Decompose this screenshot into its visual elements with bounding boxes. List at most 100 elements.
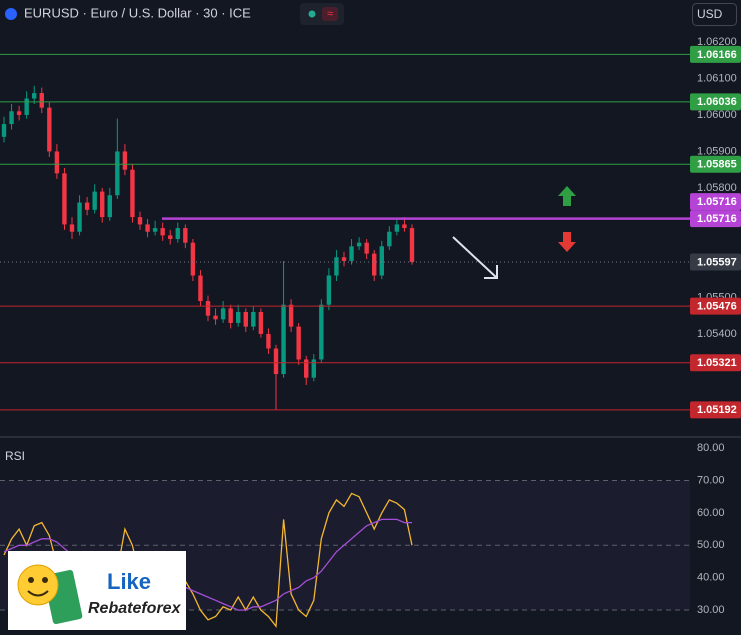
candle-body	[69, 224, 75, 232]
price-label: 1.06036	[697, 96, 737, 108]
candle-body	[220, 308, 226, 320]
candle-body	[168, 235, 173, 240]
status-dot	[308, 10, 316, 18]
y-tick-label: 40.00	[697, 572, 725, 584]
candle-body	[334, 257, 339, 276]
logo-eye	[42, 577, 48, 583]
candle-body	[387, 231, 392, 247]
candle-body	[281, 304, 286, 375]
candle-body	[190, 242, 196, 276]
symbol-icon	[5, 8, 17, 20]
status-alert	[322, 7, 338, 21]
candle-body	[115, 151, 120, 196]
candle-body	[326, 275, 332, 305]
candle-body	[100, 191, 105, 218]
candle-body	[183, 228, 188, 243]
candle-body	[251, 312, 256, 327]
candle-body	[288, 304, 294, 327]
candle-body	[39, 93, 44, 108]
logo-line1: Like	[107, 569, 151, 594]
candle-body	[77, 202, 82, 232]
logo-eye	[28, 577, 34, 583]
candle-body	[84, 202, 90, 210]
candle-body	[243, 312, 248, 327]
candle-body	[394, 224, 400, 232]
annotations	[452, 186, 576, 279]
y-tick-label: 1.06000	[697, 109, 737, 121]
candle-body	[9, 111, 14, 125]
logo: Like Rebateforex	[8, 551, 186, 630]
candle-body	[356, 242, 362, 247]
y-tick-label: 70.00	[697, 474, 725, 486]
candle-body	[54, 151, 60, 174]
candle-body	[24, 98, 29, 115]
candle-body	[319, 304, 324, 360]
candle-body	[409, 228, 415, 263]
candle-body	[266, 333, 271, 349]
price-label-bg	[690, 210, 741, 228]
y-tick-label: 1.06100	[697, 72, 737, 84]
y-tick-label: 80.00	[697, 442, 725, 454]
price-label-bg	[690, 253, 741, 271]
status-alert-icon: ≈	[327, 8, 333, 20]
y-tick-label: 1.05900	[697, 145, 737, 157]
trend-arrow	[452, 236, 498, 279]
y-tick-label: 1.05800	[697, 182, 737, 194]
candle-body	[32, 93, 37, 99]
candle-body	[137, 217, 143, 225]
candle-body	[349, 246, 354, 261]
price-label: 1.06166	[697, 49, 737, 61]
candle-body	[62, 173, 67, 225]
price-label-bg	[690, 93, 741, 111]
price-label-bg	[690, 354, 741, 372]
up-arrow	[558, 186, 576, 206]
price-label: 1.05716	[697, 196, 737, 208]
candle-body	[273, 348, 279, 375]
candle-body	[152, 228, 158, 232]
price-label-bg	[690, 297, 741, 315]
chart-title: EURUSD · Euro / U.S. Dollar · 30 · ICE	[24, 5, 251, 20]
candle-body	[47, 107, 52, 152]
y-tick-label: 60.00	[697, 507, 725, 519]
currency-label: USD	[697, 7, 723, 21]
candle-body	[1, 124, 7, 137]
candle-body	[213, 315, 218, 320]
candle-body	[160, 228, 165, 236]
price-label: 1.05597	[697, 256, 737, 268]
logo-face	[17, 564, 59, 606]
candle-body	[92, 191, 97, 210]
rsi-title: RSI	[5, 449, 25, 463]
candle-body	[122, 151, 128, 170]
candle-body	[107, 195, 112, 218]
currency-button[interactable]	[692, 3, 737, 26]
down-arrow	[558, 232, 576, 252]
candle-body	[296, 326, 301, 360]
price-label: 1.05192	[697, 404, 737, 416]
y-tick-label: 50.00	[697, 539, 725, 551]
candle-body	[304, 359, 309, 378]
price-label: 1.05321	[697, 357, 737, 369]
price-label: 1.05716	[697, 213, 737, 225]
candle-body	[205, 301, 211, 316]
trend-arrow-head	[484, 265, 498, 279]
price-label-bg	[690, 401, 741, 419]
candle-body	[364, 242, 369, 254]
candle-body	[175, 228, 180, 240]
candle-body	[372, 253, 377, 276]
candle-body	[402, 224, 407, 229]
candle-body	[198, 275, 203, 302]
candle-body	[379, 246, 384, 276]
price-label-bg	[690, 193, 741, 211]
candle-body	[16, 111, 22, 115]
y-tick-label: 30.00	[697, 604, 725, 616]
candle-body	[311, 359, 316, 378]
price-label: 1.05865	[697, 159, 737, 171]
price-label-bg	[690, 155, 741, 173]
candle-body	[145, 224, 150, 232]
logo-line2: Rebateforex	[88, 600, 182, 617]
candle-body	[130, 169, 135, 218]
price-label: 1.05476	[697, 301, 737, 313]
